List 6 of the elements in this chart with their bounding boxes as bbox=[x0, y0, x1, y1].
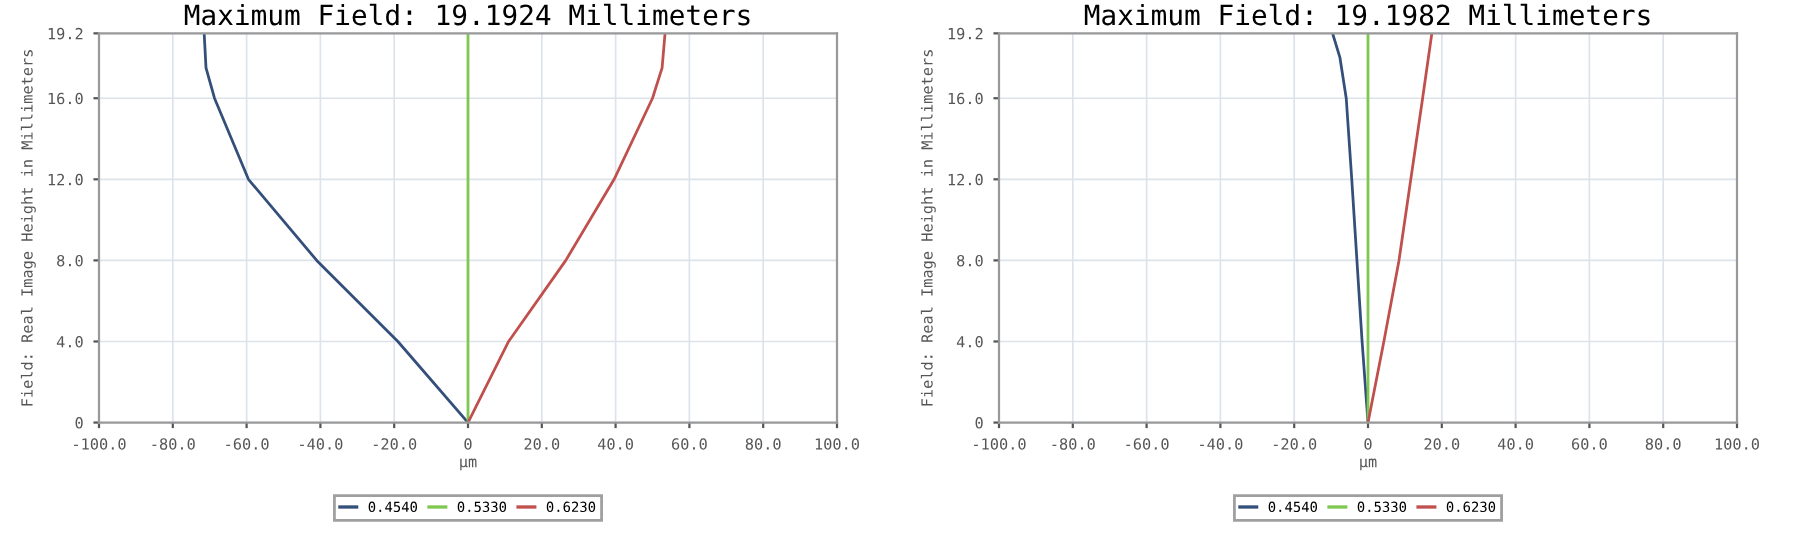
line-series bbox=[202, 33, 470, 423]
line-series bbox=[1366, 33, 1434, 423]
chart-title: Maximum Field: 19.1982 Millimeters bbox=[1084, 3, 1650, 26]
line-series bbox=[466, 33, 667, 423]
chart-title: Maximum Field: 19.1924 Millimeters bbox=[184, 3, 750, 26]
line-series bbox=[1331, 33, 1370, 423]
